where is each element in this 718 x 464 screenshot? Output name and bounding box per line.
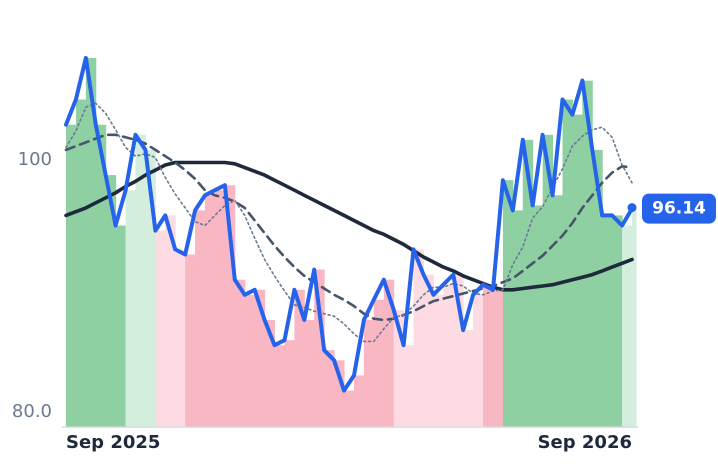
trend-fill — [85, 57, 97, 428]
trend-fill — [363, 320, 375, 428]
trend-fill — [105, 175, 117, 428]
trend-fill — [463, 330, 474, 428]
trend-fill — [294, 289, 305, 428]
trend-fill — [344, 390, 355, 428]
series-line — [65, 102, 633, 343]
trend-fill — [453, 274, 464, 428]
fill-layer — [66, 57, 637, 428]
trend-fill — [254, 289, 266, 428]
trend-fill — [423, 274, 434, 428]
trend-fill — [592, 149, 603, 428]
trend-fill — [264, 320, 276, 428]
trend-fill — [632, 208, 637, 428]
value-badge — [642, 193, 716, 224]
y-tick-label: 100 — [18, 149, 52, 170]
trend-fill — [473, 294, 484, 428]
trend-fill — [75, 99, 87, 428]
x-tick-label: Sep 2026 — [538, 432, 632, 453]
trend-fill — [582, 80, 593, 428]
trend-fill — [185, 254, 196, 428]
trend-fill — [205, 195, 216, 428]
trend-fill — [492, 289, 504, 428]
trend-fill — [115, 225, 127, 428]
trend-fill — [512, 210, 524, 428]
trend-fill — [413, 249, 424, 428]
trend-fill — [562, 99, 573, 428]
trend-fill — [234, 279, 246, 428]
trend-fill — [502, 180, 514, 428]
trend-fill — [214, 190, 226, 428]
trend-fill — [532, 205, 544, 428]
trend-fill — [135, 134, 146, 428]
trend-fill — [572, 114, 583, 428]
trend-fill — [66, 124, 77, 428]
trend-fill — [304, 320, 315, 428]
trend-fill — [602, 215, 613, 428]
trend-fill — [433, 294, 444, 428]
trend-fill — [383, 279, 395, 428]
trend-fill — [324, 350, 335, 428]
trend-fill — [373, 299, 385, 428]
x-tick-label: Sep 2025 — [66, 432, 160, 453]
trend-fill — [552, 195, 563, 428]
series-line — [64, 55, 634, 393]
axis-layer — [62, 426, 638, 428]
trend-fill — [165, 215, 176, 428]
label-layer: 80.0 100 Sep 2025 Sep 2026 96.14 — [12, 149, 716, 453]
trend-fill — [622, 225, 633, 428]
trend-fill — [393, 309, 405, 428]
trend-fill — [334, 360, 345, 428]
trend-fill — [224, 185, 236, 428]
trend-fill — [443, 284, 454, 428]
trend-fill — [145, 149, 156, 428]
series-line — [64, 133, 634, 322]
trend-fill — [195, 210, 206, 428]
trend-fill — [612, 215, 623, 428]
y-tick-label: 80.0 — [12, 401, 52, 422]
value-label: 96.14 — [652, 199, 706, 219]
trend-fill — [155, 230, 166, 428]
trend-fill — [353, 375, 365, 428]
trend-fill — [542, 134, 554, 428]
trend-fill — [175, 249, 186, 428]
trend-fill — [244, 294, 256, 428]
trend-fill — [284, 340, 295, 428]
trend-fill — [403, 345, 415, 428]
trend-fill — [314, 269, 325, 428]
last-point — [627, 203, 637, 213]
trend-fill — [274, 345, 285, 428]
trend-fill — [483, 284, 494, 428]
trend-fill — [125, 190, 137, 428]
trend-fill — [522, 139, 534, 428]
trend-fill — [95, 124, 107, 428]
line-layer — [64, 55, 637, 393]
